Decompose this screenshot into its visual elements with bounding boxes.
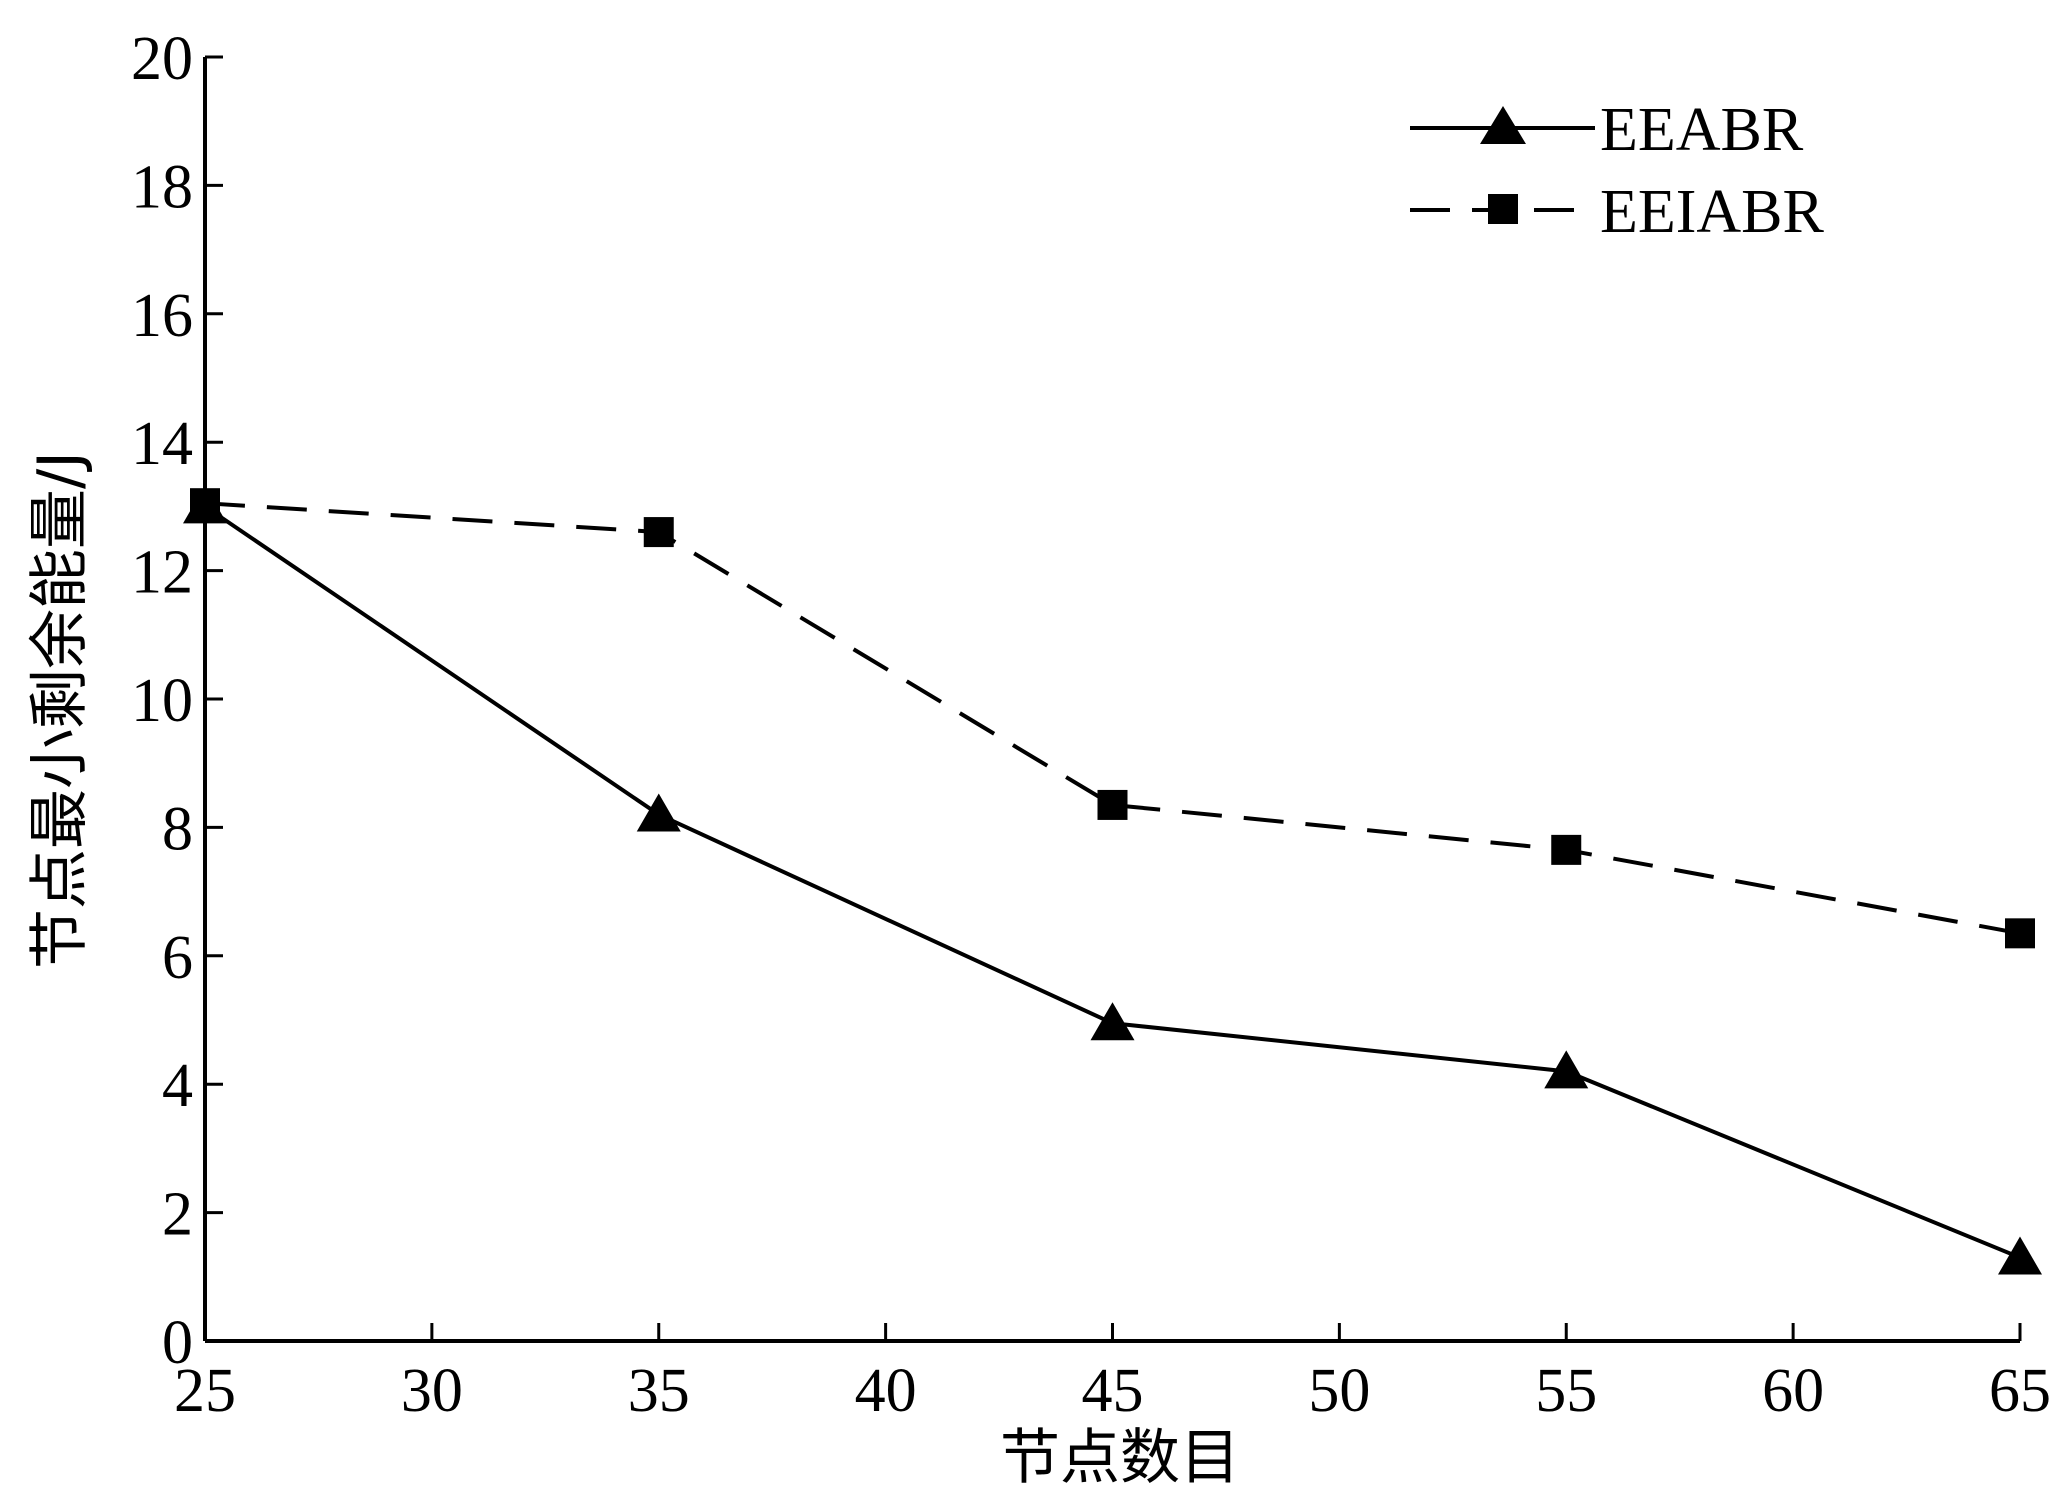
- data-point-eeabr: [1998, 1236, 2042, 1275]
- x-tick-label: 45: [1082, 1357, 1144, 1425]
- x-tick-label: 55: [1535, 1357, 1597, 1425]
- legend-label-eeiabr: EEIABR: [1600, 178, 1825, 246]
- x-tick-label: 40: [855, 1357, 917, 1425]
- x-tick-label: 25: [174, 1357, 236, 1425]
- y-tick-label: 16: [131, 282, 193, 350]
- data-point-eeiabr: [2005, 918, 2035, 949]
- y-axis-title: 节点最小剩余能量/J: [25, 451, 95, 969]
- legend-marker-eeiabr: [1488, 194, 1518, 224]
- data-point-eeabr: [1544, 1050, 1589, 1089]
- x-tick-label: 35: [628, 1357, 690, 1425]
- data-point-eeiabr: [1097, 789, 1128, 820]
- y-tick-label: 12: [131, 539, 193, 607]
- y-tick-label: 2: [162, 1181, 193, 1249]
- legend: EEABR EEIABR: [1410, 96, 1825, 246]
- y-tick-label: 6: [162, 924, 193, 992]
- legend-marker-eeabr: [1480, 106, 1526, 144]
- data-point-eeabr: [636, 793, 681, 832]
- y-tick-label: 18: [131, 153, 193, 221]
- x-tick-label: 50: [1308, 1357, 1370, 1425]
- x-tick-label: 30: [401, 1357, 463, 1425]
- y-tick-label: 8: [162, 795, 193, 863]
- x-tick-label: 65: [1989, 1357, 2051, 1425]
- y-tick-label: 20: [131, 25, 193, 93]
- x-tick-label: 60: [1762, 1357, 1824, 1425]
- y-tick-label: 10: [131, 667, 193, 735]
- data-point-eeiabr: [643, 517, 674, 548]
- legend-label-eeabr: EEABR: [1600, 96, 1804, 164]
- data-point-eeiabr: [190, 488, 220, 519]
- series-line-eeiabr: [204, 501, 2021, 936]
- series-layer: [183, 485, 2042, 1275]
- data-point-eeabr: [1090, 1002, 1135, 1041]
- y-tick-label: 14: [131, 410, 193, 478]
- axes: 0 2 4 6 8 10 12 14 16 18 20 25 30 35 40 45 50 55 60 65: [131, 25, 2051, 1425]
- data-point-eeiabr: [1551, 834, 1582, 865]
- x-axis-title: 节点数目: [1000, 1423, 1240, 1493]
- y-tick-label: 4: [162, 1052, 193, 1120]
- y-tick-label: 0: [162, 1309, 193, 1377]
